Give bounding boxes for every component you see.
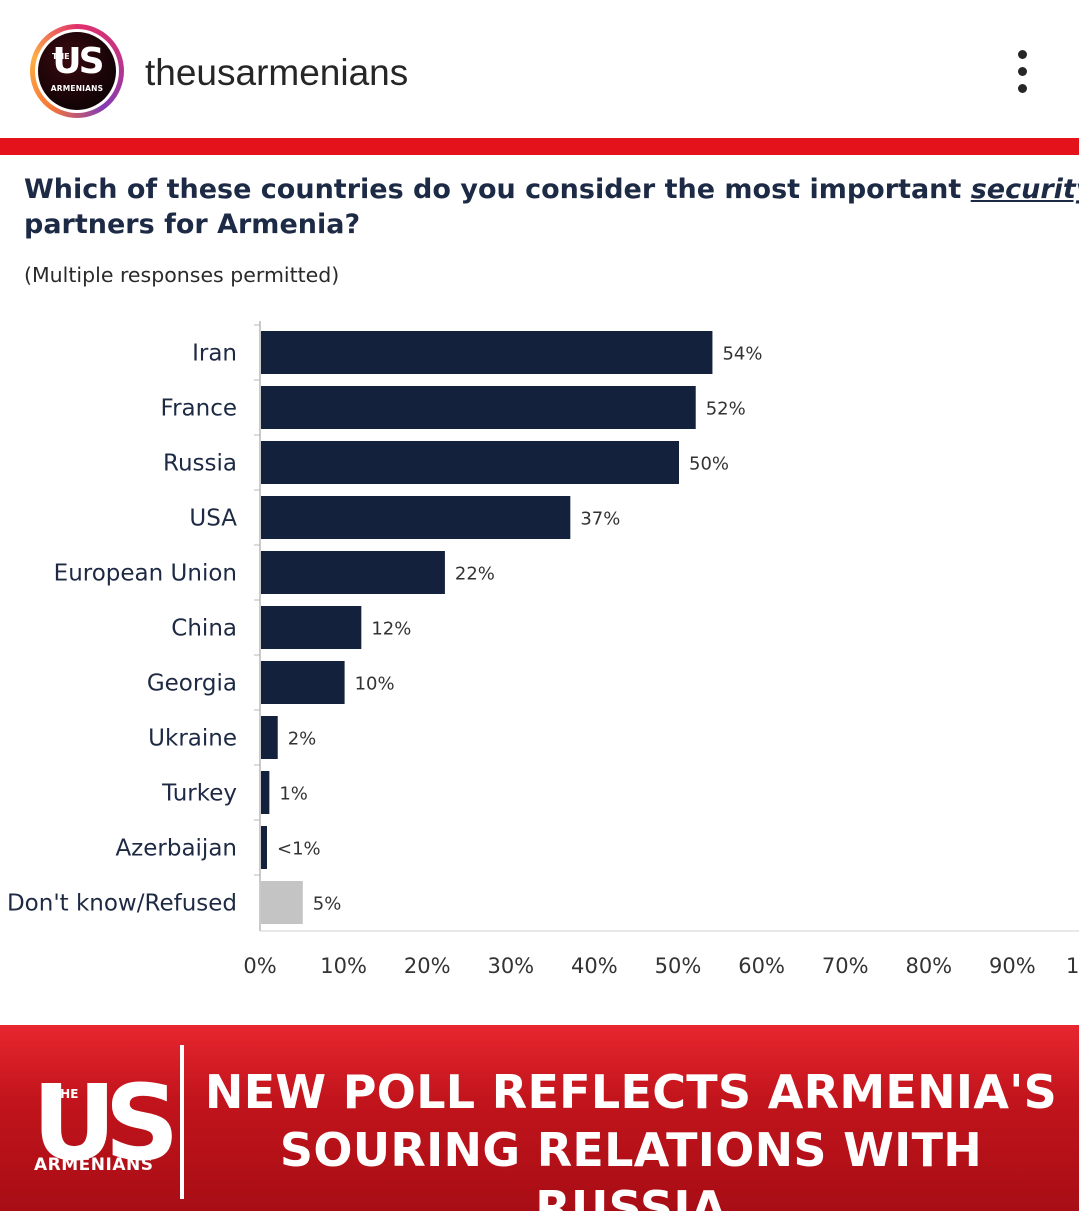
chart-question: Which of these countries do you consider…: [24, 172, 1079, 242]
headline-banner: US THE ARMENIANS NEW POLL REFLECTS ARMEN…: [0, 1025, 1079, 1211]
question-part1: Which of these countries do you consider…: [24, 174, 971, 205]
avatar-logo-us: US: [52, 41, 104, 82]
value-label: 2%: [288, 729, 317, 750]
value-label: 22%: [455, 564, 495, 585]
category-label: Don't know/Refused: [7, 891, 237, 917]
category-label: Turkey: [161, 781, 237, 807]
category-label: Russia: [163, 451, 237, 477]
value-label: 50%: [689, 454, 729, 475]
value-label: 12%: [371, 619, 411, 640]
post-image-chart: Iran 54% France 52% Russia 50% USA 37% European …: [0, 155, 1079, 1025]
x-tick-label: 70%: [822, 954, 869, 978]
x-tick-label: 40%: [571, 954, 618, 978]
value-label: 54%: [722, 344, 762, 365]
question-emphasis: security: [970, 174, 1079, 205]
value-label: 5%: [313, 894, 342, 915]
bar-4: [261, 551, 445, 594]
x-tick-label: 90%: [989, 954, 1036, 978]
category-label: Azerbaijan: [115, 836, 237, 862]
bar-6: [261, 661, 345, 704]
x-tick-label: 0%: [243, 954, 276, 978]
value-label: 52%: [706, 399, 746, 420]
category-label: Georgia: [147, 671, 237, 697]
avatar-logo-the: THE: [52, 52, 70, 61]
value-label: 10%: [355, 674, 395, 695]
x-tick-label: 10%: [320, 954, 367, 978]
category-label: Ukraine: [148, 726, 237, 752]
headline-line2: SOURING RELATIONS WITH RUSSIA: [279, 1123, 983, 1211]
category-label: Iran: [192, 341, 237, 367]
avatar-logo: US THE ARMENIANS: [38, 32, 116, 110]
chart-subtitle: (Multiple responses permitted): [24, 263, 340, 287]
bar-9: [261, 826, 267, 869]
profile-avatar[interactable]: US THE ARMENIANS: [30, 24, 124, 118]
category-label: European Union: [54, 561, 237, 587]
value-label: 37%: [580, 509, 620, 530]
value-label: <1%: [277, 839, 321, 860]
brand-logo-armenians: ARMENIANS: [34, 1155, 154, 1175]
brand-logo-us: US: [32, 1062, 179, 1184]
value-label: 1%: [279, 784, 308, 805]
banner-divider: [180, 1045, 184, 1199]
category-label: USA: [189, 506, 237, 532]
bar-0: [261, 331, 713, 374]
bar-8: [261, 771, 270, 814]
top-red-stripe: [0, 138, 1079, 155]
category-label: China: [171, 616, 237, 642]
brand-logo-the: THE: [52, 1087, 79, 1101]
bar-7: [261, 716, 278, 759]
bar-5: [261, 606, 362, 649]
bar-1: [261, 386, 696, 429]
headline-text: NEW POLL REFLECTS ARMENIA'S SOURING RELA…: [196, 1063, 1066, 1211]
username-link[interactable]: theusarmenians: [145, 52, 409, 93]
brand-logo: US THE ARMENIANS: [30, 1065, 179, 1185]
x-tick-label: 100%: [1066, 954, 1079, 978]
x-tick-label: 50%: [655, 954, 702, 978]
post-header: US THE ARMENIANS theusarmenians: [0, 0, 1079, 138]
bar-chart: Iran 54% France 52% Russia 50% USA 37% European …: [7, 321, 1079, 978]
x-tick-label: 80%: [905, 954, 952, 978]
headline-line1: NEW POLL REFLECTS ARMENIA'S: [204, 1065, 1058, 1119]
x-tick-label: 60%: [738, 954, 785, 978]
category-label: France: [161, 396, 237, 422]
avatar-logo-armenians: ARMENIANS: [50, 84, 104, 93]
x-tick-label: 20%: [404, 954, 451, 978]
bar-10: [261, 881, 303, 924]
x-tick-label: 30%: [487, 954, 534, 978]
bar-3: [261, 496, 571, 539]
more-options-icon[interactable]: [1012, 50, 1032, 94]
bar-2: [261, 441, 679, 484]
question-line2: partners for Armenia?: [24, 209, 361, 240]
